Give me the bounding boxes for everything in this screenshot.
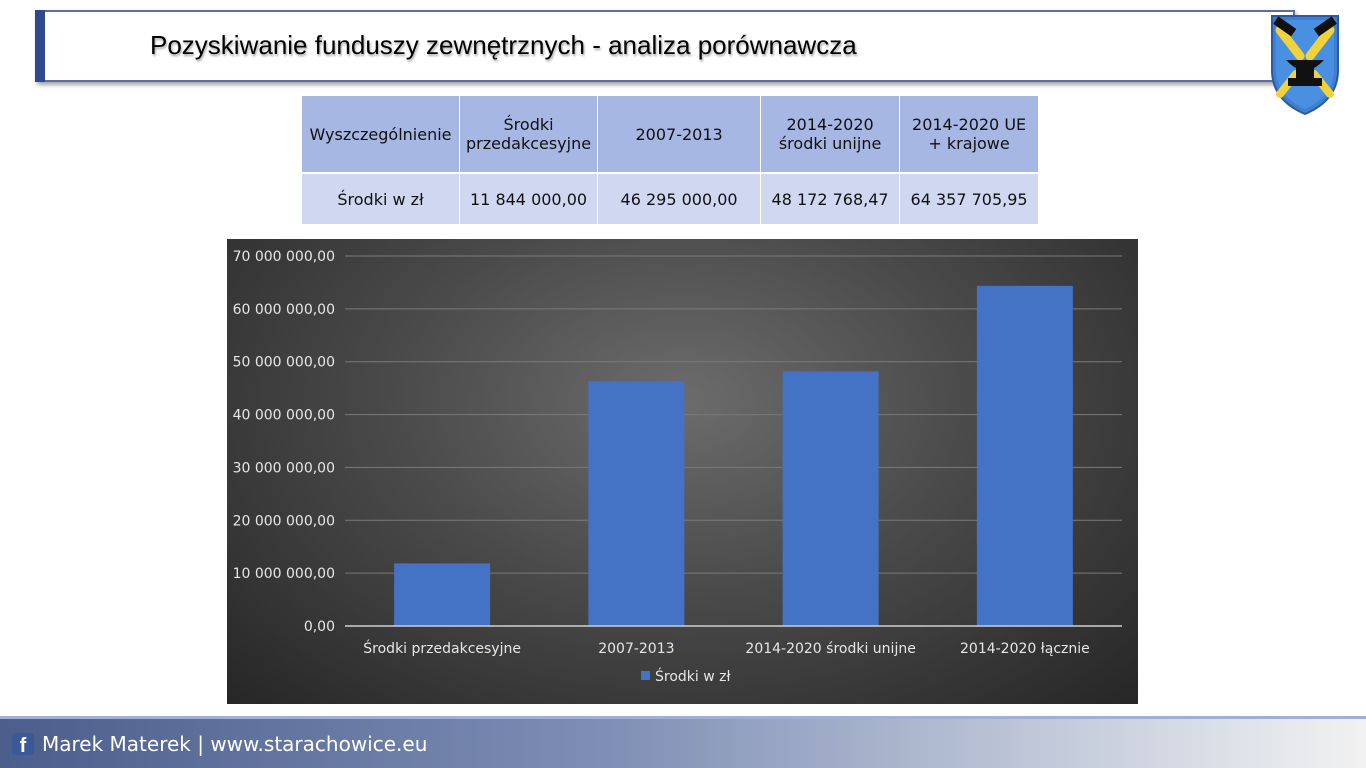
y-tick-label: 40 000 000,00 — [233, 408, 335, 424]
y-tick-label: 70 000 000,00 — [233, 249, 335, 265]
table-header-row: Wyszczególnienie Środki przedakcesyjne 2… — [302, 96, 1040, 173]
bar — [394, 563, 491, 626]
x-tick-label: 2014-2020 środki unijne — [745, 641, 915, 657]
footer-bar: f Marek Materek | www.starachowice.eu — [0, 716, 1366, 768]
table-cell: 46 295 000,00 — [597, 172, 762, 224]
title-banner: Pozyskiwanie funduszy zewnętrznych - ana… — [35, 10, 1295, 82]
y-tick-label: 0,00 — [304, 619, 335, 635]
legend-swatch — [641, 671, 650, 680]
x-tick-label: 2014-2020 łącznie — [960, 641, 1090, 657]
y-tick-label: 50 000 000,00 — [233, 355, 335, 371]
table-row: Środki w zł 11 844 000,00 46 295 000,00 … — [302, 172, 1040, 224]
y-tick-label: 60 000 000,00 — [233, 302, 335, 318]
legend-label: Środki w zł — [655, 667, 730, 685]
title-accent-bar — [35, 10, 45, 82]
facebook-icon[interactable]: f — [12, 733, 34, 755]
bar-chart: 0,00 10 000 000,00 20 000 000,00 30 000 000… — [227, 239, 1138, 704]
table-header-cell: Wyszczególnienie — [302, 96, 460, 173]
table-header-cell: 2014-2020 środki unijne — [760, 96, 901, 173]
table-cell: 11 844 000,00 — [459, 172, 599, 224]
page-title: Pozyskiwanie funduszy zewnętrznych - ana… — [150, 30, 857, 60]
bar — [976, 285, 1073, 626]
table-header-cell: 2007-2013 — [597, 96, 762, 173]
coat-of-arms-icon — [1271, 15, 1339, 116]
x-tick-label: 2007-2013 — [598, 641, 674, 657]
bar — [588, 381, 685, 626]
footer-credit[interactable]: Marek Materek | www.starachowice.eu — [42, 732, 428, 756]
bar — [782, 371, 879, 626]
x-tick-label: Środki przedakcesyjne — [363, 639, 521, 657]
y-tick-label: 30 000 000,00 — [233, 460, 335, 476]
chart-canvas: 0,00 10 000 000,00 20 000 000,00 30 000 000… — [233, 249, 1122, 685]
funding-table: Wyszczególnienie Środki przedakcesyjne 2… — [302, 96, 1040, 224]
y-tick-label: 10 000 000,00 — [233, 566, 335, 582]
table-cell: 64 357 705,95 — [899, 172, 1040, 224]
table-cell: 48 172 768,47 — [760, 172, 901, 224]
y-tick-label: 20 000 000,00 — [233, 513, 335, 529]
table-row-label: Środki w zł — [302, 172, 460, 224]
table-header-cell: Środki przedakcesyjne — [459, 96, 599, 173]
table-header-cell: 2014-2020 UE + krajowe — [899, 96, 1040, 173]
